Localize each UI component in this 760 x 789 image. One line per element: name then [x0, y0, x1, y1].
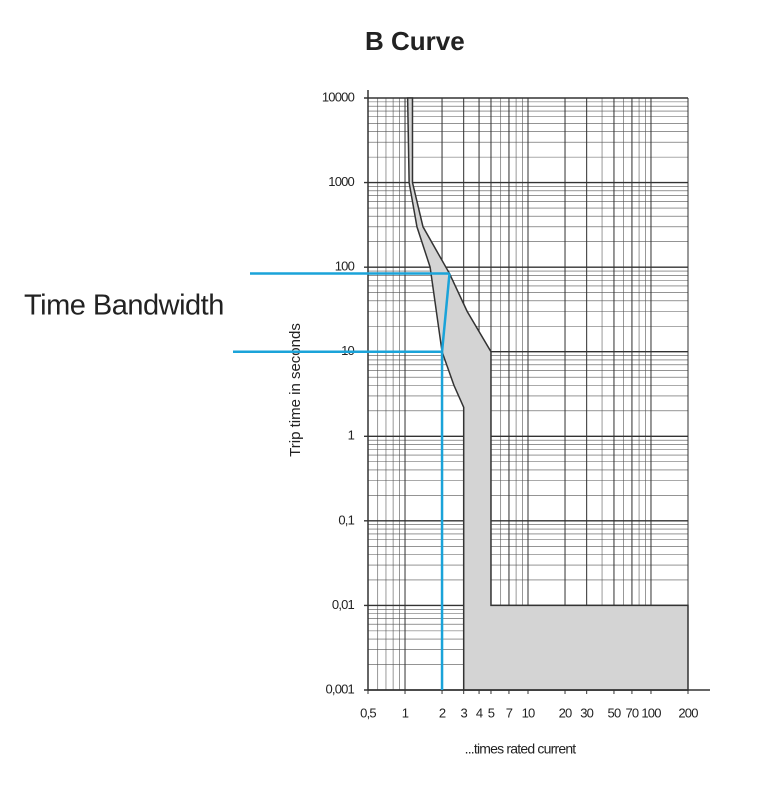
x-tick-label: 5 — [488, 705, 495, 720]
y-tick-label: 100 — [335, 259, 355, 274]
x-axis-label: ...times rated current — [465, 741, 577, 757]
x-tick-label: 7 — [506, 705, 513, 720]
y-axis-label: Trip time in seconds — [287, 323, 304, 457]
x-tick-label: 2 — [439, 705, 446, 720]
bandwidth-link — [440, 273, 451, 352]
x-tick-label: 10 — [522, 705, 535, 720]
y-tick-label: 0,01 — [332, 597, 355, 612]
x-tick-label: 100 — [641, 705, 661, 720]
x-tick-label: 3 — [460, 705, 467, 720]
y-tick-label: 0,1 — [338, 512, 354, 527]
x-tick-label: 4 — [476, 705, 483, 720]
x-tick-label: 1 — [402, 705, 409, 720]
x-tick-label: 50 — [608, 705, 621, 720]
x-tick-label: 30 — [580, 705, 593, 720]
x-tick-label: 0,5 — [360, 705, 376, 720]
x-tick-label: 200 — [678, 705, 698, 720]
chart-title: B Curve — [365, 26, 465, 56]
x-tick-label: 20 — [559, 705, 572, 720]
y-tick-label: 1000 — [328, 174, 354, 189]
annotation: Time Bandwidth — [24, 290, 224, 322]
y-tick-label: 10000 — [322, 89, 355, 104]
y-tick-label: 0,001 — [325, 681, 354, 696]
y-tick-label: 1 — [348, 428, 355, 443]
x-tick-label: 70 — [625, 705, 638, 720]
trip-band — [406, 97, 689, 691]
